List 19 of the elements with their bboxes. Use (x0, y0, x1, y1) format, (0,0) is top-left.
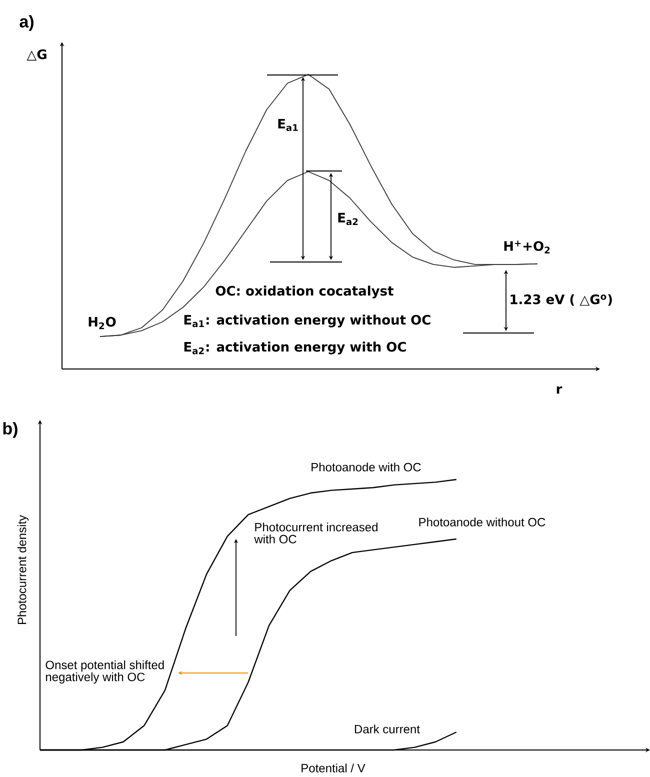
annotation: E$_{a2}$ (338, 212, 358, 226)
annotation: E$_{a1}$: activation energy without OC (184, 314, 430, 328)
y-axis-title: Photocurrent density (17, 515, 28, 624)
series-label: Photoanode with OC (311, 462, 421, 472)
annotation: OC: oxidation cocatalyst (216, 286, 394, 298)
x-axis-title: r (556, 386, 562, 394)
series-label: Photoanode without OC (419, 518, 545, 526)
annotation: H$^{+}$+O$_{2}$ (504, 240, 550, 254)
series-label: Dark current (354, 724, 420, 734)
annotation: 1.23 eV ( △G$^{o}$) (510, 294, 612, 306)
annotation: Onset potential shifted negatively with OC (46, 660, 164, 684)
chart-title: a) (19, 15, 34, 31)
annotation: E$_{a1}$ (278, 118, 298, 132)
y-axis-title: △G (26, 49, 46, 61)
annotation: Photocurrent increased with OC (254, 522, 378, 544)
annotation: E$_{a2}$: activation energy with OC (184, 342, 406, 354)
x-axis-title: Potential / V (301, 764, 366, 772)
annotation: H$_{2}$O (88, 316, 116, 330)
chart-title: b) (3, 422, 18, 438)
